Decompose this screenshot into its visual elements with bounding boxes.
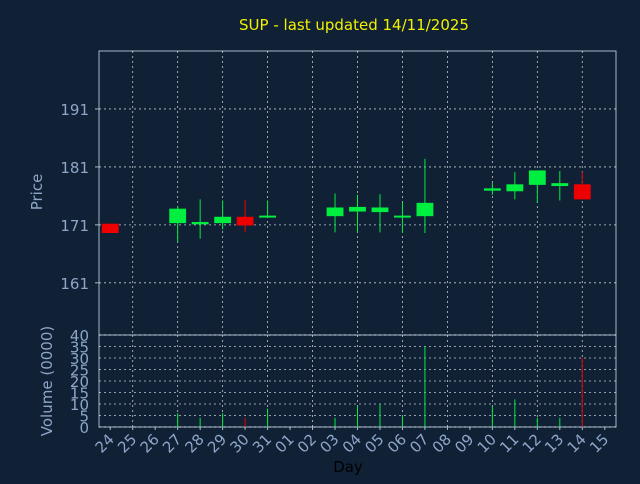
volume-tick-label: 25 <box>70 362 89 380</box>
volume-tick-label: 5 <box>79 408 89 426</box>
volume-tick-label: 30 <box>70 350 89 368</box>
price-axis-label: Price <box>28 174 46 211</box>
volume-tick-label: 10 <box>70 396 89 414</box>
candle-body-up <box>483 188 501 191</box>
volume-tick-label: 35 <box>70 339 89 357</box>
volume-tick-label: 0 <box>79 419 89 437</box>
candle-body-up <box>349 206 366 212</box>
candle-body-up <box>528 170 546 185</box>
price-tick-label: 181 <box>60 159 89 177</box>
price-tick-label: 161 <box>60 275 89 293</box>
price-tick-label: 191 <box>60 101 89 119</box>
volume-tick-label: 40 <box>70 327 89 345</box>
candle-body-up <box>214 216 232 224</box>
candle-body-up <box>416 202 434 217</box>
price-panel: 161 171 181 191 <box>60 50 617 336</box>
volume-tick-label: 15 <box>70 385 89 403</box>
candle-body-up <box>506 184 524 192</box>
chart-title: SUP - last updated 14/11/2025 <box>239 16 469 34</box>
candle-body-up <box>371 207 389 213</box>
candle-body-up <box>326 207 344 217</box>
candle-body-up <box>169 208 187 224</box>
candle-body-up <box>191 221 209 225</box>
candle-body-up <box>259 215 277 218</box>
candle-body-down <box>236 216 254 226</box>
candle-body-down <box>573 184 591 200</box>
x-axis-label: Day <box>333 458 363 476</box>
price-tick-label: 171 <box>60 217 89 235</box>
volume-tick-label: 20 <box>70 373 89 391</box>
candle-body-up <box>551 183 569 187</box>
candle-body-down <box>101 223 119 233</box>
candle-body-up <box>394 215 411 218</box>
volume-axis-label: Volume (0000) <box>38 326 56 436</box>
